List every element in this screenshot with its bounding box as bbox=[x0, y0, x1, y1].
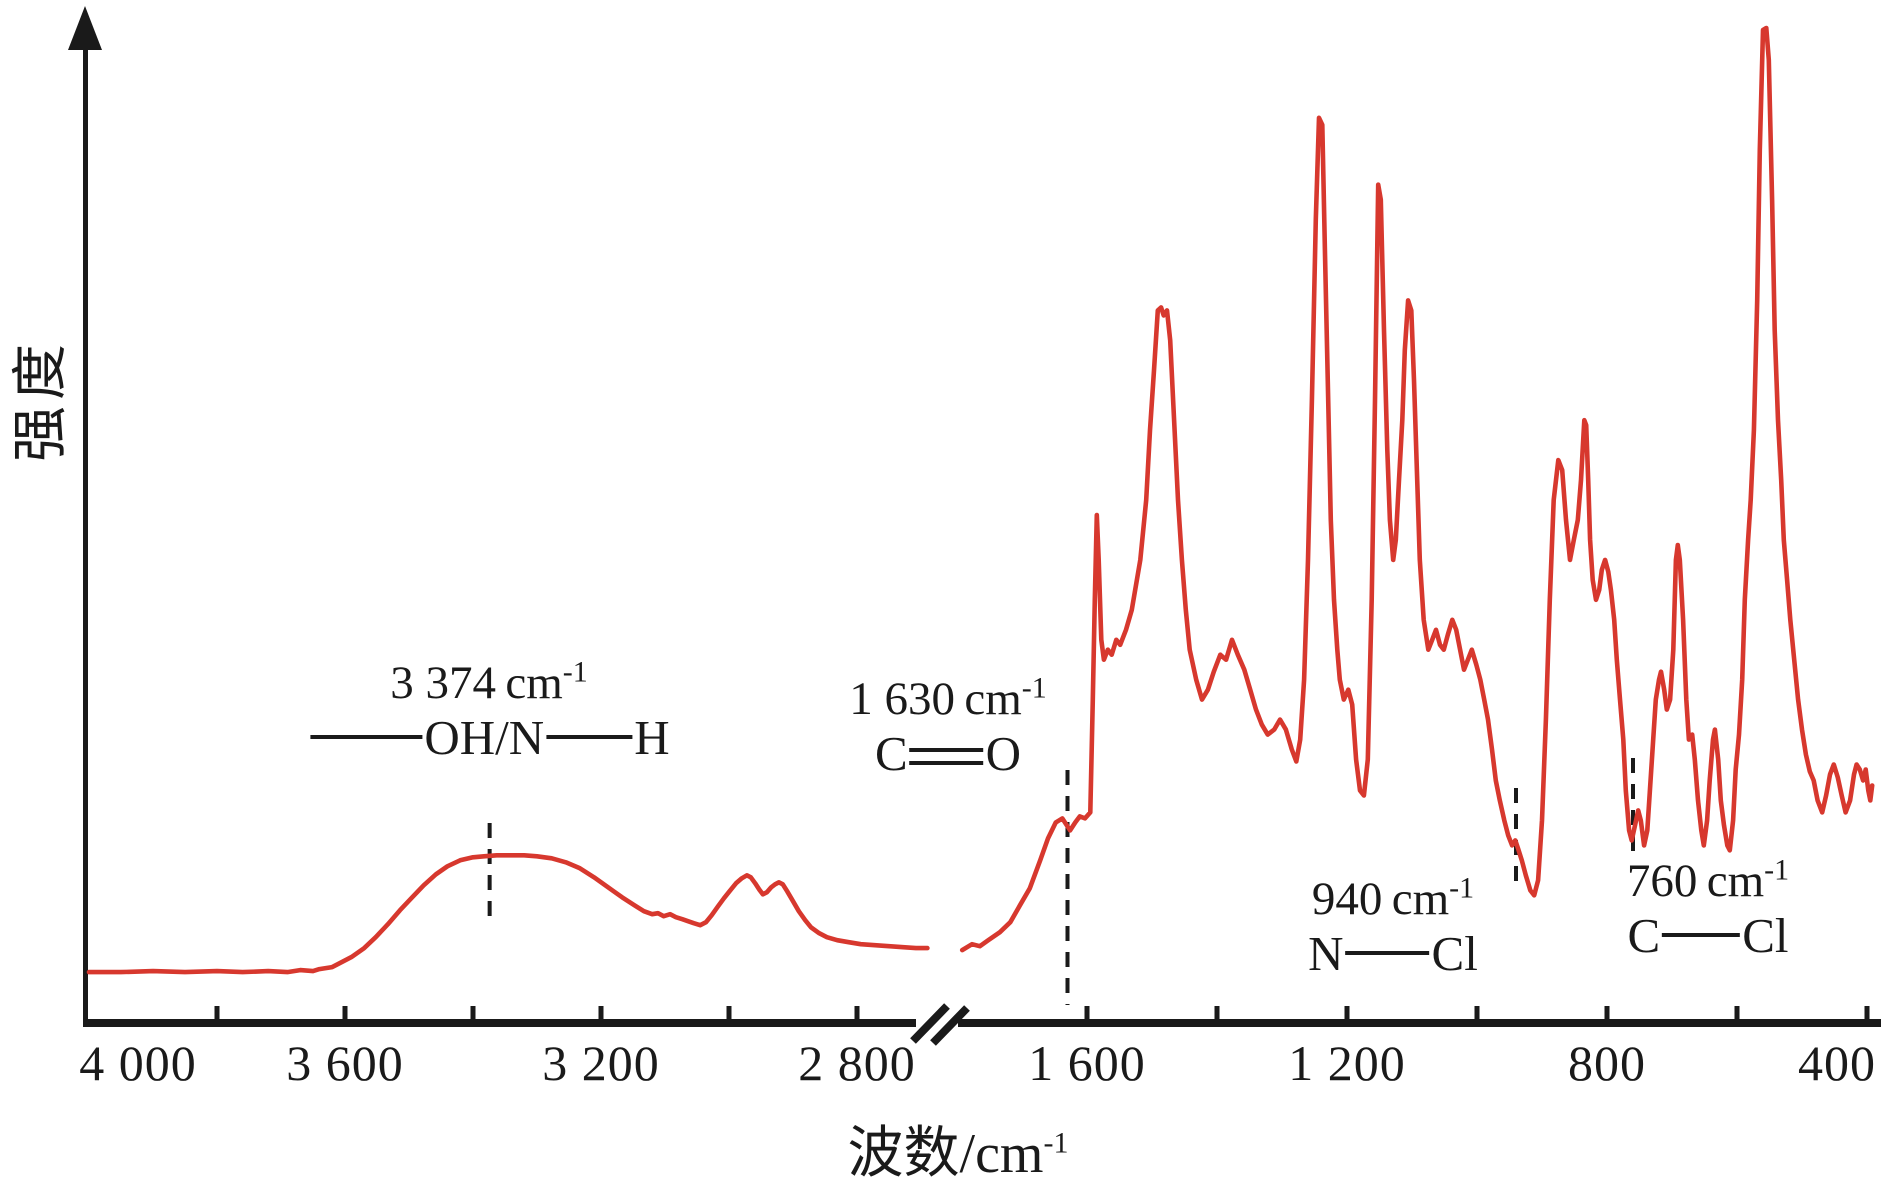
x-axis-tick bbox=[1084, 1006, 1090, 1020]
single-bond-line-icon bbox=[546, 735, 633, 740]
x-axis-tick-label: 400 bbox=[1798, 1035, 1876, 1091]
x-axis-tick-label: 1 600 bbox=[1028, 1035, 1146, 1091]
single-bond-line-icon bbox=[310, 735, 423, 740]
annotation-bond-label: OH/N H bbox=[308, 710, 670, 766]
x-axis-tick bbox=[470, 1006, 476, 1020]
x-axis-ticks bbox=[214, 1006, 1870, 1020]
x-axis-tick bbox=[1214, 1006, 1220, 1020]
annotation-n-cl: 940 cm-1 N Cl bbox=[1308, 871, 1478, 982]
x-axis-tick bbox=[1604, 1006, 1610, 1020]
annotation-oh-nh: 3 374 cm-1 OH/N H bbox=[308, 655, 670, 766]
x-axis-tick bbox=[1474, 1006, 1480, 1020]
annotation-peak-value: 1 630 cm-1 bbox=[849, 671, 1047, 725]
x-axis-tick bbox=[598, 1006, 604, 1020]
single-bond-line-icon bbox=[1662, 933, 1741, 938]
annotation-peak-value: 940 cm-1 bbox=[1311, 871, 1475, 925]
peak-marker-dashed-lines bbox=[487, 758, 1635, 1005]
x-axis-tick bbox=[726, 1006, 732, 1020]
x-axis-tick-label: 800 bbox=[1568, 1035, 1646, 1091]
axis-break-slash-icon bbox=[930, 1005, 970, 1046]
x-axis-tick bbox=[1344, 1006, 1350, 1020]
ir-spectrum-curve bbox=[86, 25, 1875, 975]
x-axis-title: 波数/cm-1 bbox=[847, 1123, 1069, 1181]
x-axis-tick-label: 2 800 bbox=[798, 1035, 916, 1091]
x-axis-tick bbox=[1864, 1006, 1870, 1020]
spectrum-line-segment bbox=[86, 853, 930, 975]
x-axis-tick bbox=[854, 1006, 860, 1020]
annotation-peak-value: 760 cm-1 bbox=[1626, 853, 1790, 907]
x-axis-tick-label: 4 000 bbox=[79, 1035, 197, 1091]
single-bond-line-icon bbox=[1345, 951, 1430, 956]
x-axis-tick-label: 3 200 bbox=[542, 1035, 660, 1091]
y-axis-line bbox=[83, 40, 88, 1027]
x-axis-tick bbox=[342, 1006, 348, 1020]
x-axis-tick bbox=[214, 1006, 220, 1020]
axis-break-slash-icon bbox=[910, 1003, 950, 1044]
spectrum-line-segment bbox=[959, 25, 1875, 953]
x-axis-tick-label: 1 200 bbox=[1288, 1035, 1406, 1091]
x-axis-tick-label: 3 600 bbox=[286, 1035, 404, 1091]
y-axis-arrowhead-icon bbox=[68, 6, 102, 50]
annotation-c-cl: 760 cm-1 C Cl bbox=[1626, 853, 1790, 964]
x-axis-line bbox=[85, 1019, 1881, 1027]
annotation-bond-label: C Cl bbox=[1627, 907, 1789, 963]
y-axis-title: 强度 bbox=[10, 338, 73, 462]
annotation-bond-label: N Cl bbox=[1308, 925, 1478, 981]
x-axis-tick bbox=[1734, 1006, 1740, 1020]
double-bond-line-icon bbox=[909, 747, 984, 765]
annotation-peak-value: 3 374 cm-1 bbox=[390, 655, 588, 709]
